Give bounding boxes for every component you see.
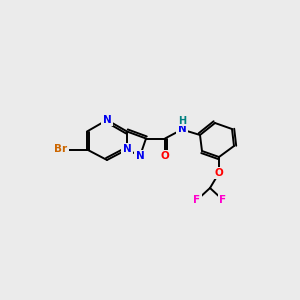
Text: O: O — [160, 151, 169, 161]
Text: N: N — [178, 124, 186, 134]
Text: N: N — [136, 151, 144, 161]
Text: H: H — [178, 116, 186, 125]
Text: N: N — [103, 115, 111, 125]
Text: O: O — [214, 168, 224, 178]
Text: F: F — [194, 195, 201, 205]
Text: N: N — [123, 145, 131, 154]
Text: F: F — [219, 195, 226, 205]
Text: Br: Br — [54, 145, 68, 154]
